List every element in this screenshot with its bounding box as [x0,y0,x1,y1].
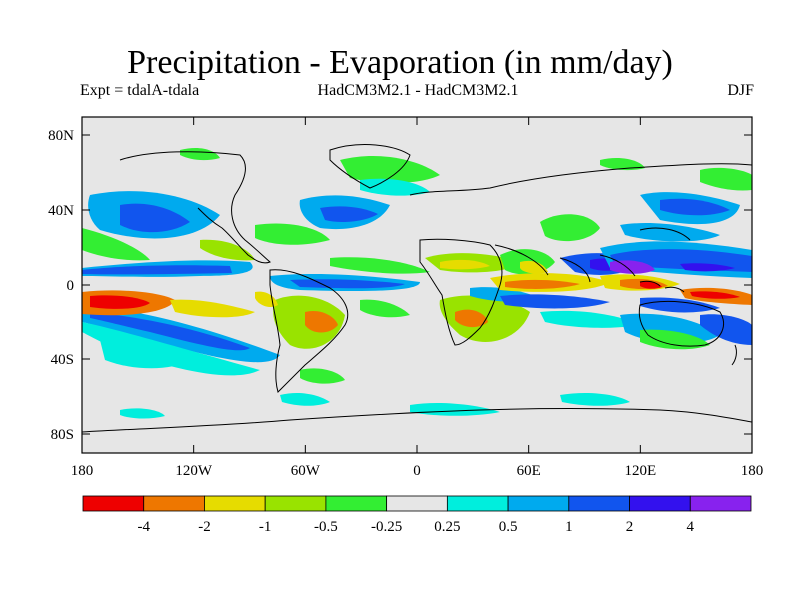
coastlines [82,144,752,433]
lon-tick-label: 60E [517,463,541,479]
lon-tick-label: 120W [175,463,213,479]
lon-tick-label: 0 [413,463,421,479]
longitude-axis: 180 120W 60W 0 60E 120E 180 [71,117,764,479]
map-plot-area [81,116,753,454]
lon-tick-label: 180 [741,463,764,479]
chart-title: Precipitation - Evaporation (in mm/day) [127,44,673,81]
experiment-label: Expt = tdalA-tdala [80,82,200,99]
colorbar-label: 1 [565,519,573,535]
colorbar-swatch [143,495,205,512]
lat-tick-label: 0 [67,278,75,294]
colorbar-label: 2 [626,519,634,535]
colorbar-swatch [325,495,388,512]
colorbar-swatch [386,495,448,512]
lat-tick-label: 80N [48,128,74,144]
colorbar-label: -0.5 [314,519,338,535]
colorbar-swatch [689,495,752,512]
colorbar-swatch [264,495,327,512]
lat-tick-label: 40S [51,352,74,368]
colorbar-swatch [507,495,570,512]
colorbar-label: 0.25 [434,519,460,535]
colorbar-label: 0.5 [499,519,518,535]
lon-tick-label: 60W [291,463,321,479]
lat-tick-label: 40N [48,203,74,219]
colorbar-swatch [82,495,145,512]
lon-tick-label: 120E [624,463,656,479]
colorbar-swatch [629,495,691,512]
precip-evap-field [82,144,752,433]
season-label: DJF [727,82,754,99]
lat-tick-label: 80S [51,427,74,443]
colorbar-label: -2 [198,519,211,535]
colorbar-label: 4 [687,519,695,535]
colorbar-swatch [568,495,630,512]
colorbar-label: -4 [137,519,150,535]
colorbar: -4 -2 -1 -0.5 -0.25 0.25 0.5 1 2 4 [82,495,752,535]
model-label: HadCM3M2.1 - HadCM3M2.1 [317,82,519,99]
colorbar-swatch [446,495,509,512]
colorbar-label: -0.25 [371,519,402,535]
colorbar-swatch [204,495,266,512]
latitude-axis: 80N 40N 0 40S 80S [48,128,752,443]
lon-tick-label: 180 [71,463,94,479]
colorbar-label: -1 [259,519,272,535]
